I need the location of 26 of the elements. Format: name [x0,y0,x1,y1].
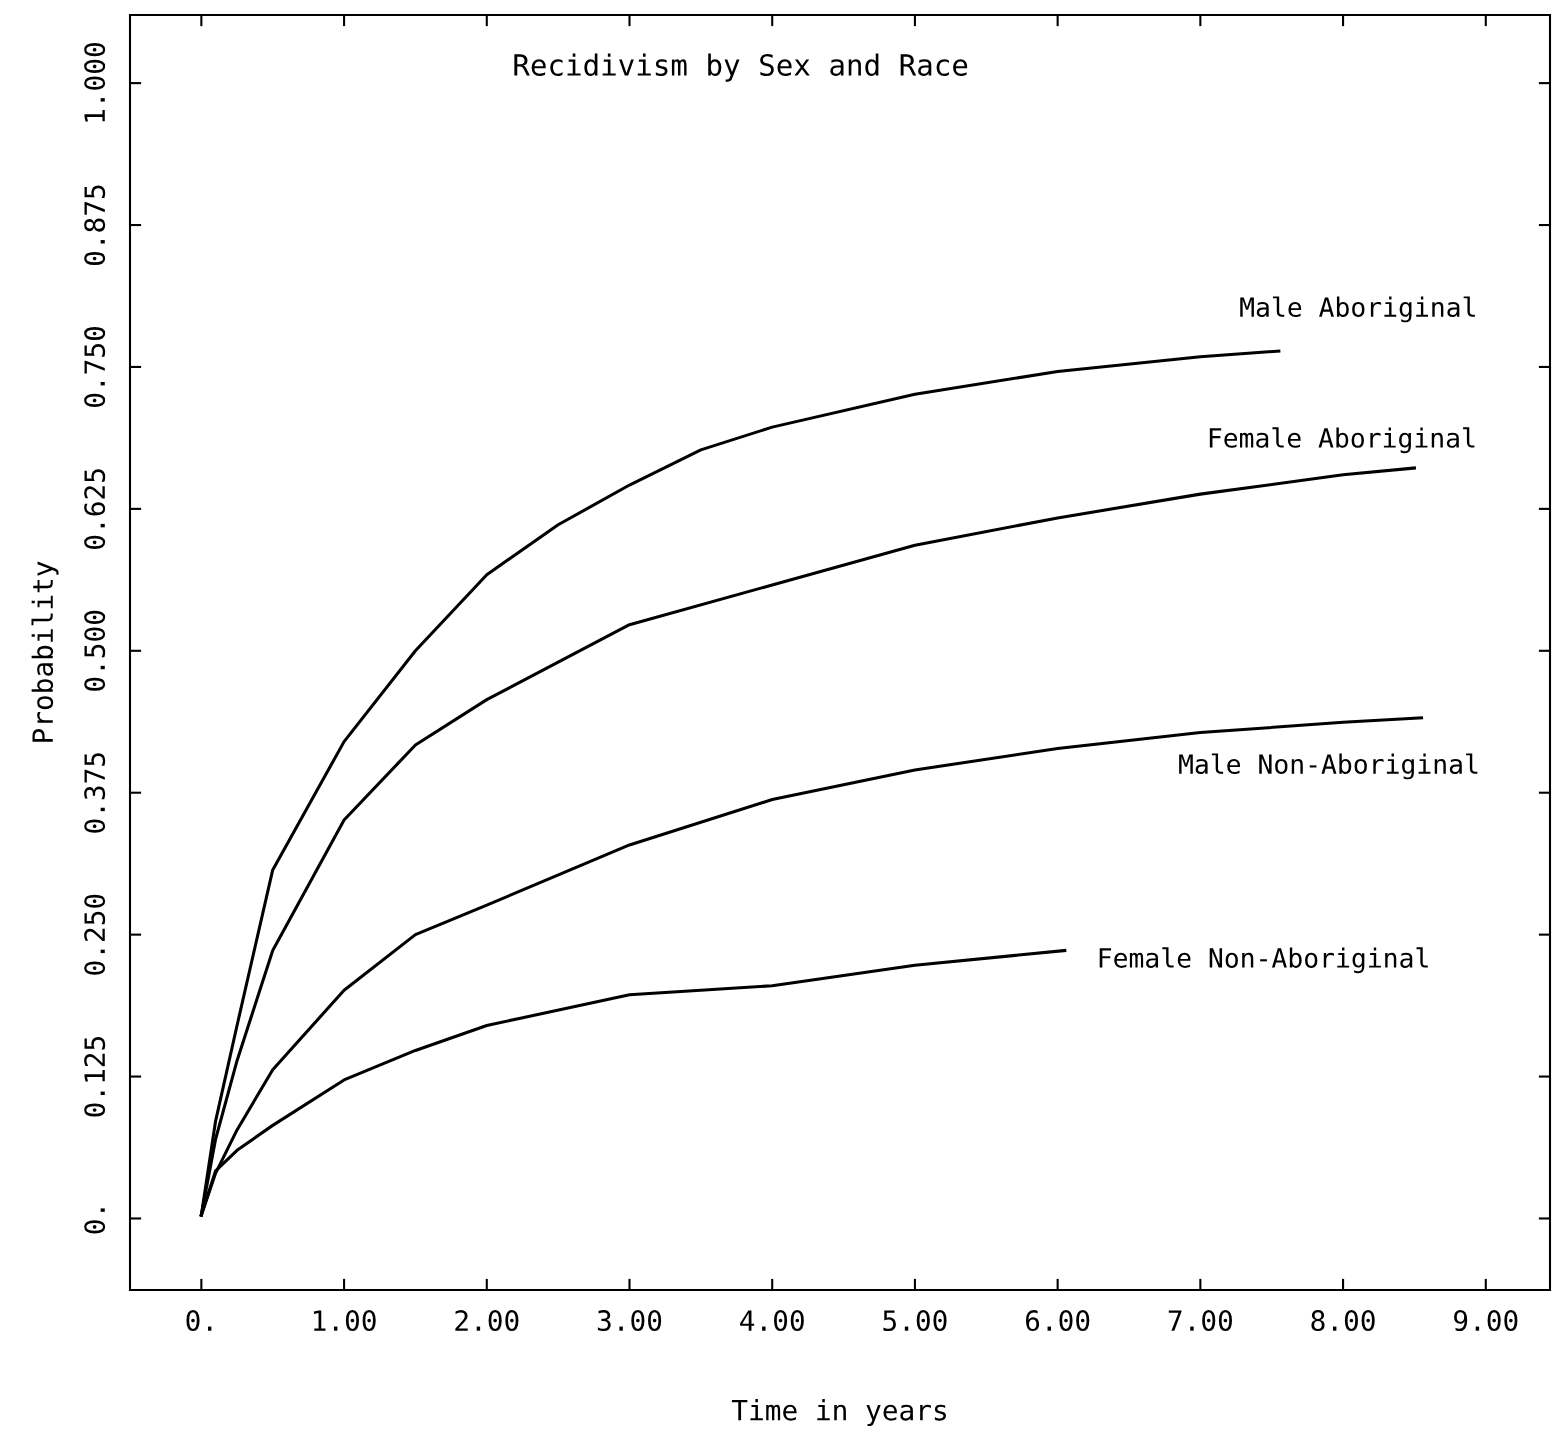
series-label: Female Non-Aboriginal [1099,947,1428,974]
y-tick-label: 0.125 [84,1036,106,1117]
x-tick-label: 0. [186,1310,212,1332]
text: Recidivism by Sex and Race [514,53,968,82]
x-tick-label: 2.00 [455,1310,519,1332]
y-tick-label: 1.000 [84,43,106,122]
x-tick-label: 6.00 [1026,1310,1090,1332]
y-tick-label: 0.875 [84,185,106,266]
y-tick-label: 0.500 [84,610,106,691]
x-tick-label: 4.00 [740,1310,804,1332]
x-tick-label: 3.00 [597,1310,662,1332]
y-tick-label: 0.250 [84,894,106,975]
y-axis-title: Probability [31,561,59,742]
y-tick-label: 0.375 [84,753,106,833]
x-tick-label: 1.00 [313,1310,376,1332]
x-axis-title: Time in years [731,1399,946,1427]
x-tick-label: 8.00 [1311,1310,1375,1332]
series-label: Male Non-Aboriginal [1179,753,1478,780]
y-tick-label: 0.625 [84,469,106,549]
y-tick-label: 0.750 [84,326,106,407]
x-tick-label: 7.00 [1168,1310,1232,1332]
x-tick-label: 5.00 [883,1310,947,1332]
y-tick-label: 0. [84,1208,106,1234]
x-tick-label: 9.00 [1454,1310,1518,1332]
series-label: Female Aboriginal [1209,427,1475,454]
series-label: Male Aboriginal [1240,296,1475,323]
